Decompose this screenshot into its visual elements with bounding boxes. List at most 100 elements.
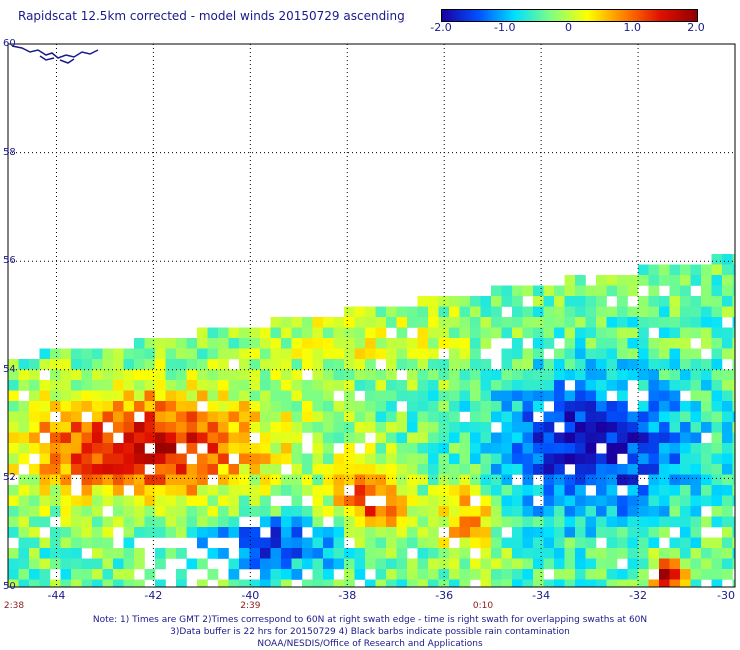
swath-cell bbox=[312, 537, 324, 549]
swath-cell bbox=[386, 516, 397, 528]
swath-cell bbox=[438, 453, 450, 465]
swath-cell bbox=[281, 548, 292, 559]
swath-cell bbox=[81, 453, 93, 465]
swath-cell bbox=[585, 464, 597, 475]
swath-cell bbox=[470, 422, 481, 433]
swath-cell bbox=[438, 380, 450, 391]
swath-cell bbox=[260, 359, 271, 370]
swath-cell bbox=[596, 317, 607, 328]
swath-cell bbox=[396, 306, 408, 318]
swath-cell bbox=[554, 359, 565, 370]
swath-cell bbox=[344, 327, 355, 339]
swath-cell bbox=[228, 579, 240, 588]
swath-cell bbox=[627, 327, 639, 339]
swath-cell bbox=[543, 579, 555, 588]
swath-cell bbox=[155, 369, 166, 381]
swath-cell bbox=[564, 306, 576, 318]
swath-cell bbox=[155, 558, 166, 570]
swath-cell bbox=[627, 569, 639, 580]
swath-cell bbox=[596, 422, 607, 433]
swath-cell bbox=[260, 327, 271, 339]
swath-cell bbox=[638, 317, 649, 328]
swath-cell bbox=[564, 485, 576, 496]
swath-cell bbox=[239, 369, 250, 381]
swath-cell bbox=[648, 432, 660, 444]
swath-cell bbox=[491, 527, 502, 538]
swath-cell bbox=[260, 506, 271, 517]
swath-cell bbox=[596, 506, 607, 517]
swath-cell bbox=[386, 569, 397, 580]
swath-cell bbox=[60, 401, 72, 412]
swath-cell bbox=[690, 411, 702, 423]
swath-cell bbox=[228, 558, 240, 570]
swath-cell bbox=[701, 338, 712, 349]
swath-cell bbox=[680, 537, 691, 549]
swath-cell bbox=[428, 443, 439, 454]
swath-cell bbox=[228, 516, 240, 528]
swath-cell bbox=[680, 380, 691, 391]
swath-cell bbox=[281, 474, 292, 486]
swath-cell bbox=[8, 443, 19, 454]
swath-cell bbox=[648, 453, 660, 465]
swath-cell bbox=[669, 306, 681, 318]
swath-cell bbox=[480, 296, 492, 307]
swath-cell bbox=[638, 432, 649, 444]
swath-cell bbox=[428, 432, 439, 444]
swath-cell bbox=[407, 453, 418, 465]
swath-cell bbox=[732, 296, 736, 307]
swath-cell bbox=[438, 390, 450, 402]
swath-cell bbox=[491, 495, 502, 507]
swath-cell bbox=[50, 485, 61, 496]
swath-cell bbox=[638, 579, 649, 588]
swath-cell bbox=[680, 422, 691, 433]
swath-cell bbox=[228, 411, 240, 423]
swath-cell bbox=[123, 390, 135, 402]
swath-cell bbox=[134, 485, 145, 496]
swath-cell bbox=[459, 485, 471, 496]
swath-cell bbox=[71, 569, 82, 580]
swath-cell bbox=[8, 558, 19, 570]
swath-cell bbox=[543, 537, 555, 549]
swath-cell bbox=[249, 474, 261, 486]
swath-cell bbox=[701, 317, 712, 328]
swath-cell bbox=[732, 254, 736, 265]
swath-cell bbox=[459, 401, 471, 412]
swath-cell bbox=[459, 369, 471, 381]
swath-cell bbox=[239, 579, 250, 588]
swath-cell bbox=[123, 359, 135, 370]
swath-cell bbox=[333, 474, 345, 486]
swath-cell bbox=[270, 359, 282, 370]
swath-cell bbox=[260, 548, 271, 559]
swath-cell bbox=[249, 506, 261, 517]
swath-cell bbox=[470, 317, 481, 328]
swath-cell bbox=[659, 548, 670, 559]
swath-cell bbox=[732, 275, 736, 286]
swath-cell bbox=[386, 369, 397, 381]
swath-cell bbox=[386, 527, 397, 538]
swath-cell bbox=[365, 527, 376, 538]
swath-cell bbox=[438, 317, 450, 328]
swath-cell bbox=[365, 548, 376, 559]
swath-cell bbox=[722, 306, 733, 318]
swath-cell bbox=[134, 369, 145, 381]
swath-cell bbox=[134, 506, 145, 517]
swath-cell bbox=[575, 285, 586, 297]
swath-cell bbox=[606, 422, 618, 433]
swath-cell bbox=[186, 411, 198, 423]
swath-cell bbox=[92, 495, 103, 507]
swath-cell bbox=[333, 453, 345, 465]
swath-cell bbox=[648, 516, 660, 528]
swath-cell bbox=[638, 464, 649, 475]
swath-cell bbox=[270, 537, 282, 549]
swath-cell bbox=[176, 485, 187, 496]
swath-cell bbox=[302, 390, 313, 402]
swath-cell bbox=[554, 537, 565, 549]
swath-cell bbox=[155, 390, 166, 402]
swath-cell bbox=[8, 422, 19, 433]
swath-cell bbox=[470, 485, 481, 496]
swath-cell bbox=[606, 348, 618, 360]
swath-cell bbox=[722, 275, 733, 286]
swath-cell bbox=[669, 464, 681, 475]
swath-cell bbox=[186, 527, 198, 538]
swath-cell bbox=[690, 474, 702, 486]
